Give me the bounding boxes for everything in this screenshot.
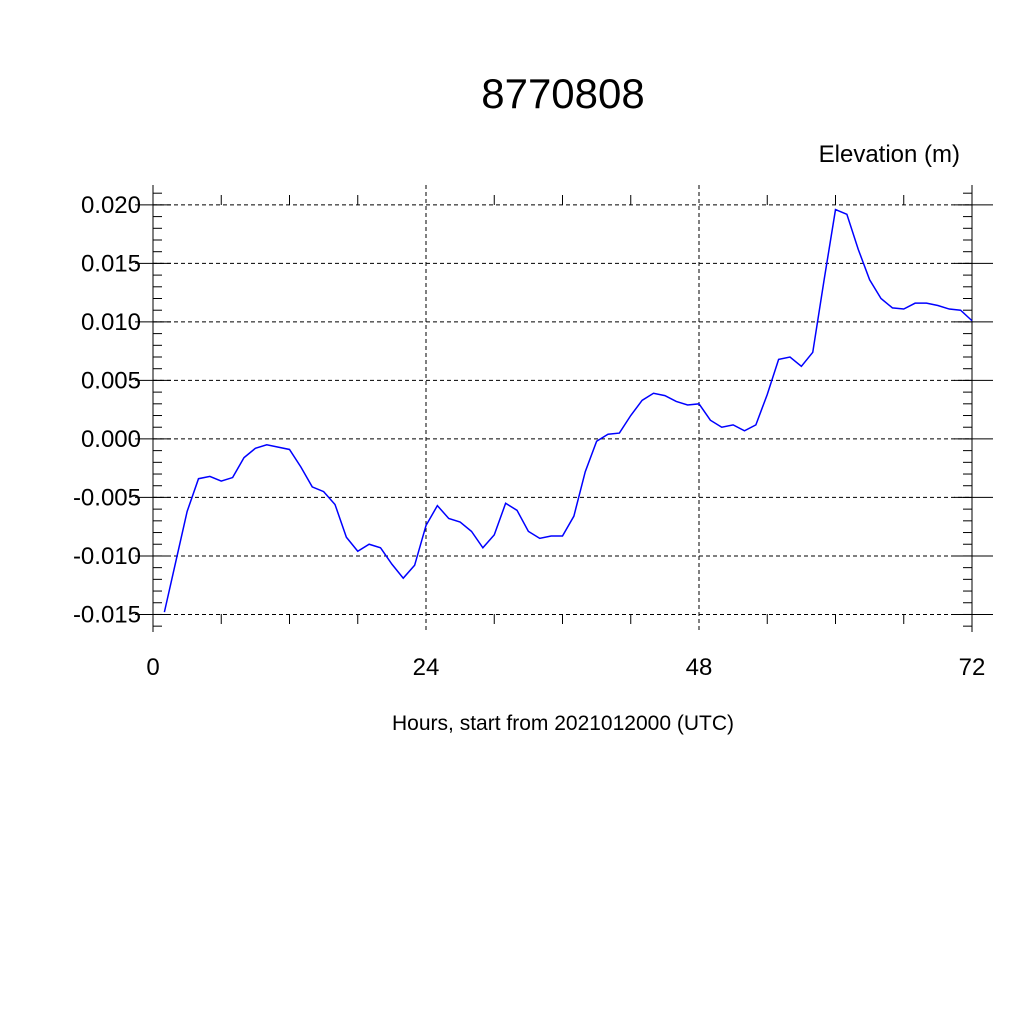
y-tick-label: -0.005 [73, 484, 141, 511]
data-line [163, 208, 973, 613]
x-tick-label: 72 [959, 654, 986, 681]
x-tick-label: 48 [686, 654, 713, 681]
y-tick-label: -0.010 [73, 543, 141, 570]
y-tick-label: 0.000 [81, 426, 141, 453]
x-tick-label: 0 [146, 654, 159, 681]
y-axis-label: Elevation (m) [819, 141, 960, 168]
y-tick-label: 0.005 [81, 367, 141, 394]
x-tick-label: 24 [413, 654, 440, 681]
y-tick-label: 0.020 [81, 192, 141, 219]
y-tick-label: -0.015 [73, 601, 141, 628]
x-axis-label: Hours, start from 2021012000 (UTC) [392, 712, 734, 735]
y-tick-label: 0.010 [81, 309, 141, 336]
y-tick-label: 0.015 [81, 250, 141, 277]
chart-title: 8770808 [481, 70, 645, 117]
